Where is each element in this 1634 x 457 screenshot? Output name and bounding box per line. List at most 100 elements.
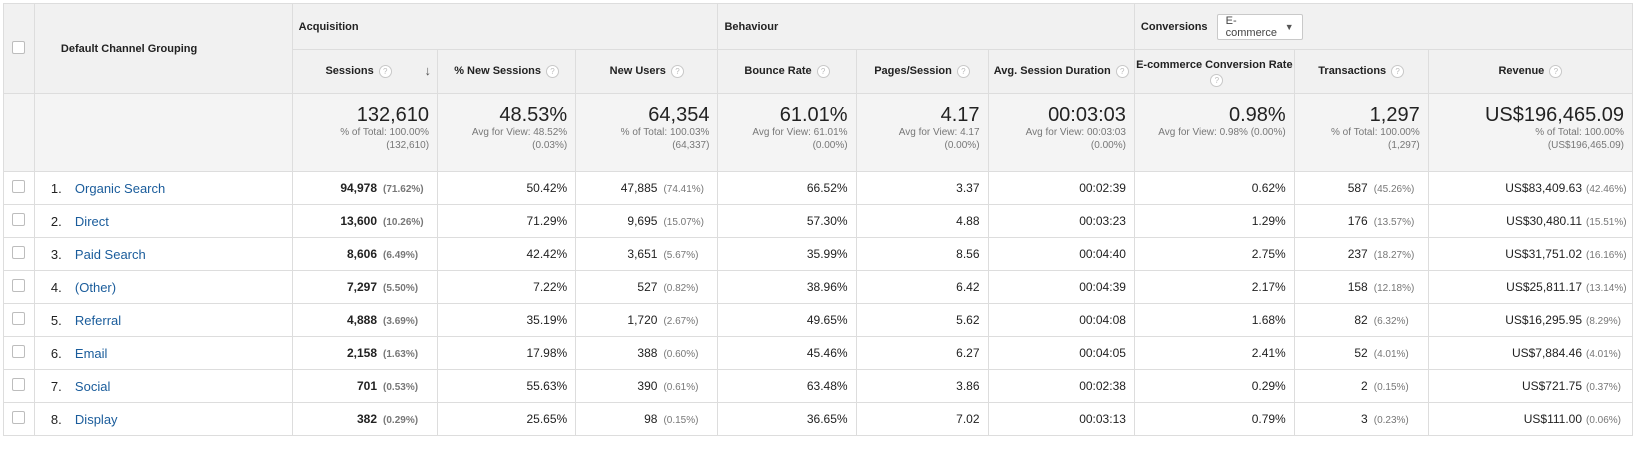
bounce-rate-value: 57.30% — [806, 214, 848, 228]
avg-duration-cell: 00:02:38 — [987, 369, 1135, 403]
row-checkbox-cell — [3, 237, 35, 271]
revenue-percent: (16.16%) — [1586, 250, 1627, 261]
bounce-rate-value: 36.65% — [806, 412, 848, 426]
revenue-cell: US$30,480.11 (15.51%) — [1427, 204, 1634, 238]
row-checkbox[interactable] — [12, 279, 26, 292]
sessions-cell: 7,297 (5.50%) — [291, 270, 439, 304]
new-sessions-value: 50.42% — [526, 181, 568, 195]
sessions-value: 13,600 — [340, 214, 378, 228]
row-checkbox[interactable] — [12, 246, 26, 259]
ecom-rate-value: 1.68% — [1251, 313, 1286, 327]
avg-duration-cell: 00:04:08 — [987, 303, 1135, 337]
total-pages-session: 4.17 Avg for View: 4.17 (0.00%) — [855, 93, 989, 172]
select-all-checkbox[interactable] — [12, 40, 26, 54]
col-header-avg-duration[interactable]: Avg. Session Duration? — [987, 49, 1135, 94]
help-icon[interactable]: ? — [1391, 64, 1405, 78]
avg-duration-value: 00:04:39 — [1079, 280, 1126, 294]
total-note: % of Total: 100.00% — [1535, 127, 1624, 138]
col-header-new-users[interactable]: New Users? — [575, 49, 719, 94]
new-sessions-value: 17.98% — [526, 346, 568, 360]
row-checkbox[interactable] — [12, 378, 26, 391]
channel-cell: 3. Paid Search — [33, 237, 293, 271]
total-value: 48.53% — [499, 104, 568, 126]
channel-link[interactable]: (Other) — [74, 279, 117, 295]
total-new-sessions: 48.53% Avg for View: 48.52% (0.03%) — [437, 93, 577, 172]
bounce-rate-cell: 57.30% — [717, 204, 857, 238]
conversions-group-header: Conversions E-commerce ▼ — [1133, 3, 1634, 50]
ecom-rate-value: 1.29% — [1251, 214, 1286, 228]
sessions-percent: (71.62%) — [383, 184, 424, 195]
table-row: 1. Organic Search 94,978 (71.62%) 50.42% 4… — [3, 171, 1634, 205]
col-header-ecom-rate[interactable]: E-commerce Conversion Rate? — [1133, 49, 1295, 94]
col-header-pages-session[interactable]: Pages/Session? — [855, 49, 989, 94]
bounce-rate-cell: 35.99% — [717, 237, 857, 271]
pages-session-cell: 5.62 — [855, 303, 989, 337]
sessions-cell: 382 (0.29%) — [291, 402, 439, 436]
new-users-cell: 47,885 (74.41%) — [575, 171, 719, 205]
channel-link[interactable]: Referral — [74, 312, 122, 328]
total-note: Avg for View: 0.98% (0.00%) — [1158, 127, 1286, 138]
row-checkbox-cell — [3, 204, 35, 238]
total-value: 132,610 — [356, 104, 430, 126]
row-checkbox-cell — [3, 303, 35, 337]
sessions-percent: (0.53%) — [383, 382, 419, 393]
transactions-cell: 237 (18.27%) — [1293, 237, 1429, 271]
new-users-value: 3,651 — [627, 247, 658, 261]
col-header-sessions[interactable]: Sessions? ↓ — [291, 49, 439, 94]
total-note: % of Total: 100.00% — [1330, 127, 1420, 138]
channel-link[interactable]: Display — [74, 411, 118, 427]
help-icon[interactable]: ? — [1549, 64, 1563, 78]
help-icon[interactable]: ? — [546, 64, 560, 78]
channel-cell: 6. Email — [33, 336, 293, 370]
ecom-rate-value: 2.41% — [1251, 346, 1286, 360]
transactions-percent: (13.57%) — [1373, 217, 1415, 228]
revenue-value: US$31,751.02 — [1505, 247, 1582, 261]
help-icon[interactable]: ? — [378, 64, 392, 78]
ecom-rate-cell: 0.29% — [1133, 369, 1295, 403]
channel-link[interactable]: Direct — [74, 213, 109, 229]
conversions-select[interactable]: E-commerce ▼ — [1216, 13, 1303, 40]
avg-duration-cell: 00:02:39 — [987, 171, 1135, 205]
help-icon[interactable]: ? — [816, 64, 830, 78]
col-header-revenue[interactable]: Revenue? — [1427, 49, 1634, 94]
channel-cell: 2. Direct — [33, 204, 293, 238]
channel-link[interactable]: Email — [74, 345, 108, 361]
total-note: % of Total: 100.03% — [620, 127, 710, 138]
row-checkbox[interactable] — [12, 345, 26, 358]
help-icon[interactable]: ? — [956, 64, 970, 78]
bounce-rate-cell: 66.52% — [717, 171, 857, 205]
table-row: 2. Direct 13,600 (10.26%) 71.29% 9,695 (15.… — [3, 204, 1634, 238]
select-all-checkbox-cell — [3, 3, 35, 94]
new-sessions-cell: 17.98% — [437, 336, 577, 370]
new-sessions-cell: 25.65% — [437, 402, 577, 436]
bounce-rate-header-label: Bounce Rate — [744, 65, 812, 77]
help-icon[interactable]: ? — [1210, 73, 1224, 87]
row-checkbox[interactable] — [12, 312, 26, 325]
channel-link[interactable]: Paid Search — [74, 246, 146, 262]
channel-link[interactable]: Social — [74, 378, 111, 394]
help-icon[interactable]: ? — [1115, 64, 1129, 78]
col-header-bounce-rate[interactable]: Bounce Rate? — [717, 49, 857, 94]
transactions-value: 158 — [1347, 280, 1368, 294]
row-checkbox[interactable] — [12, 180, 26, 193]
revenue-cell: US$31,751.02 (16.16%) — [1427, 237, 1634, 271]
avg-duration-value: 00:04:05 — [1079, 346, 1126, 360]
bounce-rate-value: 38.96% — [806, 280, 848, 294]
transactions-cell: 52 (4.01%) — [1293, 336, 1429, 370]
revenue-percent: (13.14%) — [1586, 283, 1627, 294]
dimension-header[interactable]: Default Channel Grouping — [33, 3, 293, 94]
row-checkbox[interactable] — [12, 411, 26, 424]
pages-session-value: 3.86 — [956, 379, 980, 393]
total-note: (0.03%) — [532, 140, 568, 151]
transactions-value: 3 — [1361, 412, 1368, 426]
new-users-percent: (0.60%) — [663, 349, 699, 360]
col-header-transactions[interactable]: Transactions? — [1293, 49, 1429, 94]
bounce-rate-cell: 63.48% — [717, 369, 857, 403]
channel-link[interactable]: Organic Search — [74, 180, 166, 196]
total-note: (0.00%) — [1090, 140, 1126, 151]
avg-duration-cell: 00:04:05 — [987, 336, 1135, 370]
col-header-new-sessions[interactable]: % New Sessions? — [437, 49, 577, 94]
help-icon[interactable]: ? — [670, 64, 684, 78]
transactions-percent: (45.26%) — [1373, 184, 1415, 195]
row-checkbox[interactable] — [12, 213, 26, 226]
